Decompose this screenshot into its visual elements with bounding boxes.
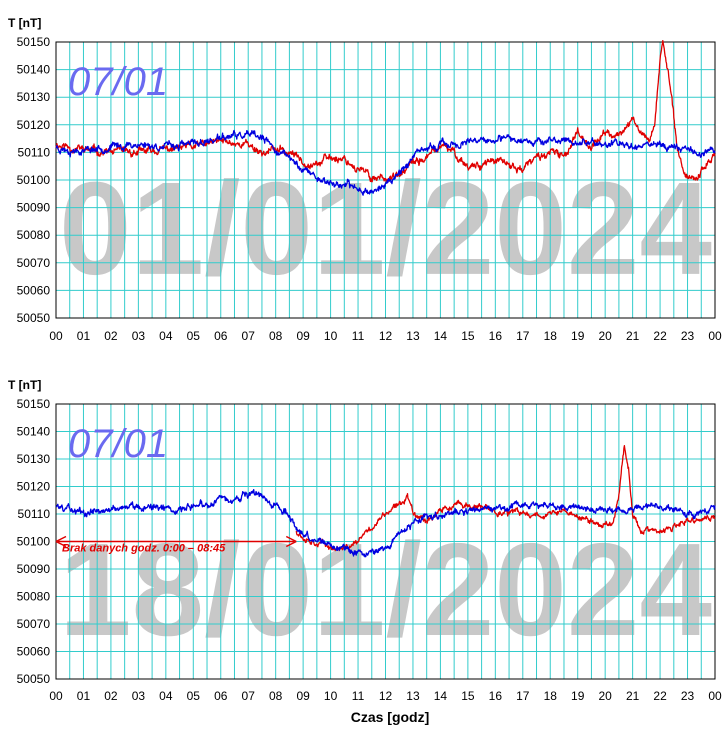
y-tick-label: 50060 bbox=[17, 645, 51, 659]
chart-01-01-2024: 01/01/2024501505014050130501205011050100… bbox=[8, 16, 722, 343]
no-data-annotation: Brak danych godz. 0:00 – 08:45 bbox=[55, 535, 297, 555]
y-tick-label: 50130 bbox=[17, 90, 51, 104]
x-tick-label: 02 bbox=[104, 689, 118, 703]
x-tick-label: 06 bbox=[214, 329, 228, 343]
x-tick-label: 15 bbox=[461, 689, 475, 703]
x-tick-label: 09 bbox=[296, 329, 310, 343]
x-tick-label: 23 bbox=[681, 329, 695, 343]
y-tick-label: 50110 bbox=[18, 507, 51, 521]
x-tick-label: 05 bbox=[187, 329, 201, 343]
x-tick-label: 14 bbox=[434, 689, 448, 703]
x-tick-label: 12 bbox=[379, 689, 393, 703]
grid bbox=[55, 41, 716, 319]
y-tick-label: 50070 bbox=[17, 256, 51, 270]
y-tick-label: 50100 bbox=[17, 173, 51, 187]
y-tick-label: 50150 bbox=[17, 397, 51, 411]
x-tick-label: 00 bbox=[708, 689, 722, 703]
annotation-arrowhead-right bbox=[285, 535, 297, 548]
y-tick-label: 50120 bbox=[17, 480, 51, 494]
y-axis-label: T [nT] bbox=[8, 16, 41, 30]
annotation-text: Brak danych godz. 0:00 – 08:45 bbox=[62, 543, 226, 555]
x-tick-label: 14 bbox=[434, 329, 448, 343]
y-tick-label: 50050 bbox=[17, 672, 51, 686]
plot-frame bbox=[55, 41, 716, 319]
y-tick-label: 50050 bbox=[17, 311, 51, 325]
series-line-blue bbox=[55, 488, 716, 558]
y-tick-label: 50130 bbox=[17, 452, 51, 466]
y-tick-label: 50110 bbox=[18, 145, 51, 159]
x-tick-label: 12 bbox=[379, 329, 393, 343]
x-tick-label: 00 bbox=[708, 329, 722, 343]
x-tick-label: 00 bbox=[49, 329, 63, 343]
x-tick-label: 18 bbox=[544, 689, 558, 703]
y-tick-label: 50150 bbox=[17, 35, 51, 49]
x-tick-label: 20 bbox=[598, 689, 612, 703]
x-tick-label: 05 bbox=[187, 689, 201, 703]
x-tick-label: 04 bbox=[159, 329, 173, 343]
x-tick-label: 11 bbox=[352, 329, 365, 343]
series-line-blue bbox=[55, 129, 716, 196]
x-tick-label: 11 bbox=[352, 689, 365, 703]
x-tick-label: 17 bbox=[516, 329, 530, 343]
y-tick-label: 50140 bbox=[17, 425, 51, 439]
x-tick-label: 20 bbox=[598, 329, 612, 343]
y-axis-label: T [nT] bbox=[8, 378, 41, 392]
x-tick-label: 21 bbox=[626, 689, 640, 703]
x-tick-label: 01 bbox=[77, 329, 91, 343]
series-line-red bbox=[55, 39, 716, 184]
x-tick-label: 13 bbox=[406, 329, 420, 343]
y-tick-label: 50070 bbox=[17, 617, 51, 631]
x-tick-label: 01 bbox=[77, 689, 91, 703]
date-label: 07/01 bbox=[68, 60, 168, 104]
x-tick-label: 10 bbox=[324, 689, 338, 703]
y-tick-label: 50060 bbox=[17, 283, 51, 297]
x-tick-label: 16 bbox=[489, 329, 503, 343]
x-tick-label: 09 bbox=[296, 689, 310, 703]
y-tick-label: 50120 bbox=[17, 118, 51, 132]
x-tick-label: 22 bbox=[653, 689, 667, 703]
annotation-arrowhead-left bbox=[55, 535, 67, 548]
y-tick-label: 50080 bbox=[17, 590, 51, 604]
x-tick-label: 16 bbox=[489, 689, 503, 703]
x-tick-label: 06 bbox=[214, 689, 228, 703]
y-tick-label: 50080 bbox=[17, 228, 51, 242]
x-tick-label: 07 bbox=[242, 689, 256, 703]
x-tick-label: 00 bbox=[49, 689, 63, 703]
x-tick-label: 22 bbox=[653, 329, 667, 343]
y-tick-label: 50090 bbox=[17, 562, 51, 576]
x-tick-label: 23 bbox=[681, 689, 695, 703]
x-tick-label: 04 bbox=[159, 689, 173, 703]
x-tick-label: 03 bbox=[132, 689, 146, 703]
x-tick-label: 19 bbox=[571, 689, 585, 703]
x-tick-label: 08 bbox=[269, 689, 283, 703]
y-tick-label: 50090 bbox=[17, 201, 51, 215]
x-tick-label: 02 bbox=[104, 329, 118, 343]
y-tick-label: 50100 bbox=[17, 535, 51, 549]
x-tick-label: 07 bbox=[242, 329, 256, 343]
x-tick-label: 19 bbox=[571, 329, 585, 343]
x-tick-label: 13 bbox=[406, 689, 420, 703]
chart-18-01-2024: 18/01/2024501505014050130501205011050100… bbox=[8, 378, 722, 703]
x-axis-label: Czas [godz] bbox=[351, 709, 430, 725]
x-tick-label: 10 bbox=[324, 329, 338, 343]
x-tick-label: 08 bbox=[269, 329, 283, 343]
x-tick-label: 03 bbox=[132, 329, 146, 343]
x-tick-label: 17 bbox=[516, 689, 530, 703]
y-tick-label: 50140 bbox=[17, 63, 51, 77]
x-tick-label: 15 bbox=[461, 329, 475, 343]
x-tick-label: 18 bbox=[544, 329, 558, 343]
date-label: 07/01 bbox=[68, 422, 168, 466]
x-tick-label: 21 bbox=[626, 329, 640, 343]
